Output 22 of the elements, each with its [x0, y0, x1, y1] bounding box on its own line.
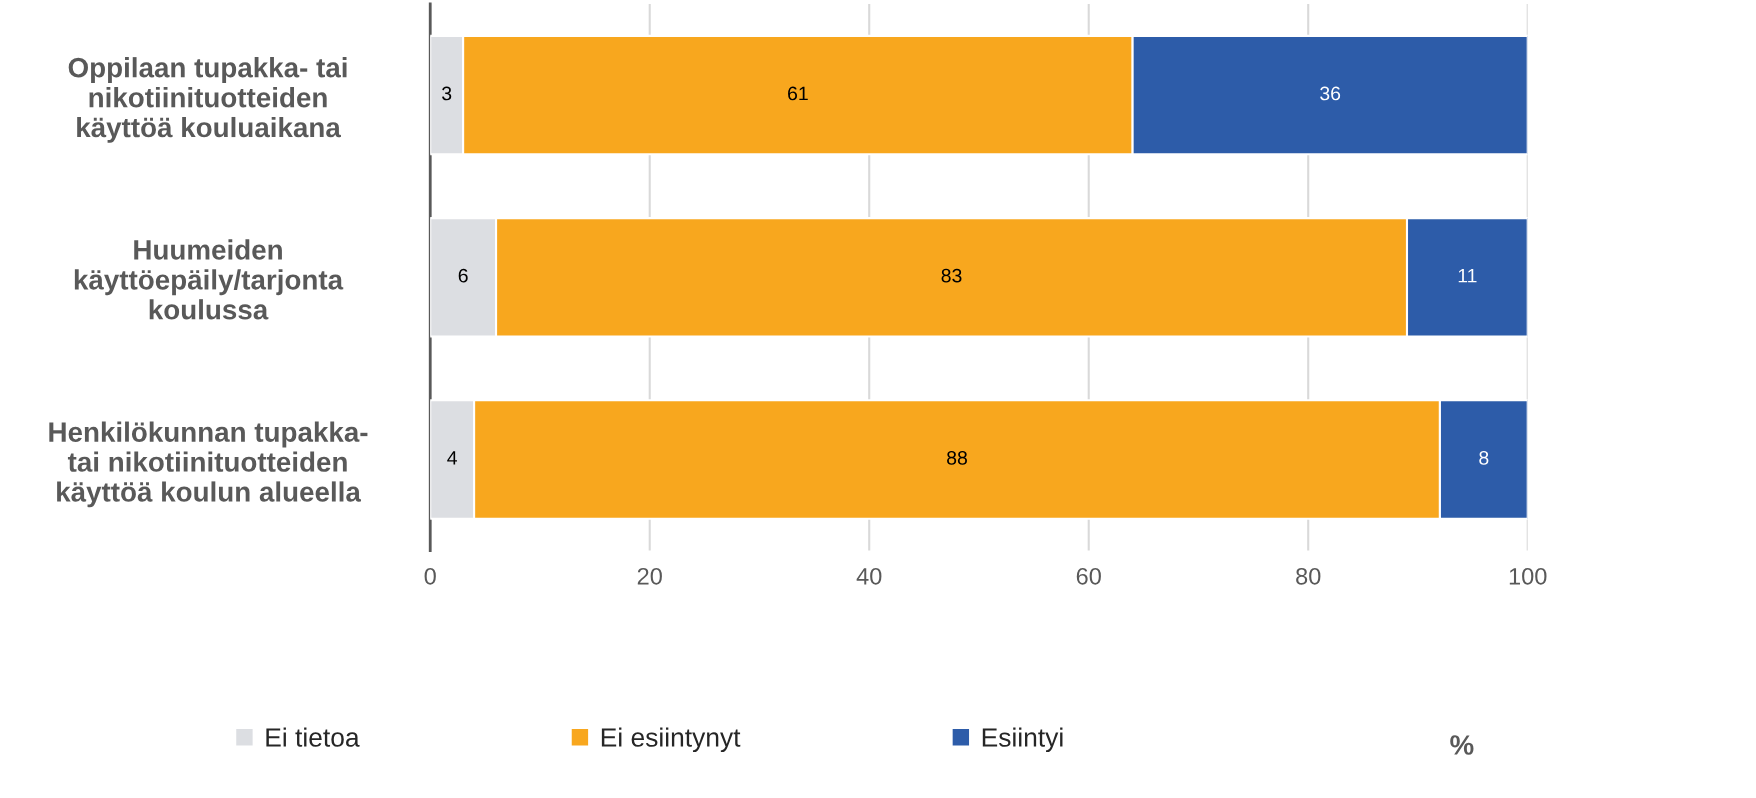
data-label: 11	[1458, 268, 1477, 283]
legend-label: Ei esiintynyt	[601, 727, 741, 753]
x-tick-label: 100	[1509, 567, 1547, 585]
data-label: 36	[1320, 86, 1341, 101]
x-tick-label: 40	[856, 567, 882, 585]
x-tick-label: 0	[424, 567, 436, 585]
y-tick-label: Huumeiden käyttöepäily/tarjonta koulussa	[74, 239, 344, 320]
x-tick-label: 60	[1076, 567, 1101, 585]
y-tick-label: Oppilaan tupakka- tai nikotiinituotteiden käyttöä kouluaikana	[68, 57, 347, 143]
legend-label: Ei tietoa	[266, 727, 360, 747]
data-label: 4	[447, 451, 458, 465]
y-tick-label: Henkilökunnan tupakka- tai nikotiinituotteiden käyttöä koulun alueella	[49, 421, 368, 508]
data-label: 3	[442, 86, 452, 101]
text: %	[1450, 735, 1474, 755]
data-label: 83	[941, 268, 962, 283]
x-tick-label: 80	[1296, 567, 1321, 585]
data-label: 6	[458, 268, 468, 283]
data-label: 88	[947, 450, 967, 465]
data-label: 61	[788, 86, 808, 101]
x-tick-label: 20	[637, 567, 662, 585]
data-label: 8	[1479, 450, 1489, 465]
legend-label: Esiintyi	[982, 727, 1063, 753]
